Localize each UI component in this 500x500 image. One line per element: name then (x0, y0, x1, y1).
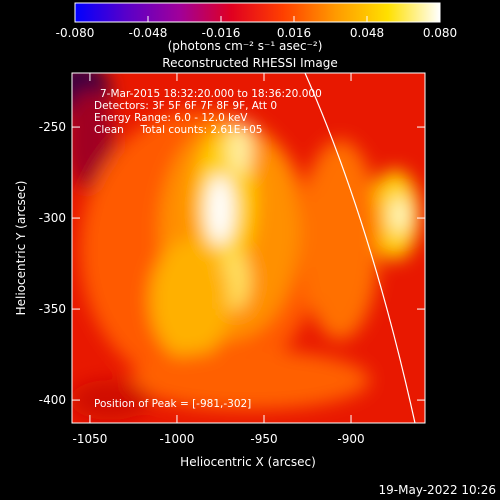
annotation: Energy Range: 6.0 - 12.0 keV (94, 112, 248, 124)
colorbar-label: (photons cm⁻² s⁻¹ asec⁻²) (168, 39, 323, 53)
timestamp: 19-May-2022 10:26 (379, 483, 496, 497)
colorbar-tick-label: -0.048 (129, 26, 168, 40)
colorbar-tick-label: 0.016 (277, 26, 311, 40)
annotation: 7-Mar-2015 18:32:20.000 to 18:36:20.000 (100, 88, 322, 100)
y-tick-label: -400 (39, 393, 66, 407)
annotation: Clean Total counts: 2.61E+05 (94, 124, 263, 136)
heatmap (72, 73, 425, 423)
peak-label: Position of Peak = [-981,-302] (94, 398, 251, 410)
chart-title: Reconstructed RHESSI Image (162, 56, 337, 70)
annotation: Detectors: 3F 5F 6F 7F 8F 9F, Att 0 (94, 100, 277, 112)
colorbar (74, 2, 441, 23)
plot-frame (71, 72, 426, 424)
y-tick-label: -250 (39, 120, 66, 134)
y-axis-label: Heliocentric Y (arcsec) (14, 181, 28, 316)
colorbar-tick-label: -0.016 (202, 26, 241, 40)
x-tick-label: -900 (337, 432, 364, 446)
x-axis-label: Heliocentric X (arcsec) (180, 455, 316, 469)
y-tick-label: -350 (39, 302, 66, 316)
x-tick-label: -1000 (160, 432, 195, 446)
solar-limb (304, 73, 416, 423)
y-tick-label: -300 (39, 211, 66, 225)
x-tick-label: -950 (250, 432, 277, 446)
colorbar-tick-label: -0.080 (56, 26, 95, 40)
colorbar-tick-label: 0.080 (423, 26, 457, 40)
x-tick-label: -1050 (72, 432, 107, 446)
colorbar-tick-label: 0.048 (350, 26, 384, 40)
